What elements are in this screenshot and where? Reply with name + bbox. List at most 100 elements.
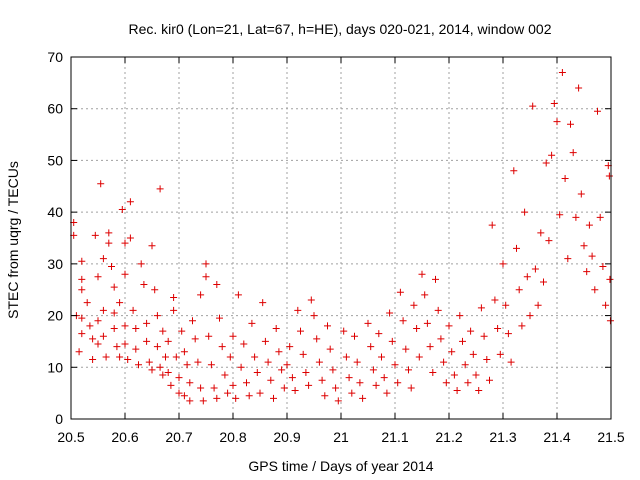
data-point	[126, 234, 134, 242]
data-point	[569, 149, 577, 157]
data-point	[172, 353, 180, 361]
y-tick-label: 20	[47, 308, 63, 324]
data-point	[459, 337, 466, 345]
data-point	[105, 239, 113, 247]
data-point	[418, 270, 426, 278]
data-point	[245, 392, 253, 400]
data-point	[143, 319, 151, 327]
data-point	[421, 291, 429, 299]
data-point	[253, 368, 261, 376]
data-point	[585, 221, 593, 229]
data-point	[186, 397, 194, 405]
data-point	[145, 358, 153, 366]
data-point	[461, 361, 469, 369]
data-point	[313, 335, 321, 343]
data-point	[518, 322, 526, 330]
data-point	[191, 335, 199, 343]
data-point	[189, 317, 196, 325]
data-point	[456, 312, 464, 320]
data-point	[415, 353, 423, 361]
data-point	[434, 306, 442, 314]
data-point	[121, 270, 129, 278]
data-point	[229, 381, 237, 389]
data-point	[464, 379, 472, 387]
data-point	[596, 213, 604, 221]
data-point	[105, 229, 113, 237]
x-axis-label: GPS time / Days of year 2014	[248, 458, 433, 474]
grid-lines	[71, 57, 611, 419]
data-point	[202, 260, 210, 268]
data-point	[78, 314, 86, 322]
data-point	[86, 322, 94, 330]
data-point	[280, 384, 288, 392]
data-point	[113, 343, 121, 351]
data-point	[545, 237, 553, 245]
data-point	[140, 281, 148, 289]
data-point	[606, 317, 614, 325]
data-point	[251, 353, 259, 361]
data-point	[210, 384, 218, 392]
data-point	[410, 301, 418, 309]
data-point	[294, 306, 302, 314]
data-point	[429, 368, 437, 376]
data-point	[472, 371, 480, 379]
data-point	[499, 260, 507, 268]
data-point	[345, 374, 353, 382]
data-point	[278, 366, 286, 374]
data-point	[423, 319, 431, 327]
data-point	[364, 319, 372, 327]
data-point	[180, 348, 188, 356]
data-point	[356, 379, 364, 387]
data-point	[467, 327, 475, 335]
data-point	[275, 348, 283, 356]
data-point	[243, 379, 250, 387]
data-point	[353, 358, 361, 366]
data-point	[261, 337, 269, 345]
data-point	[583, 268, 591, 276]
data-point	[326, 345, 334, 353]
data-point	[78, 286, 86, 294]
data-point	[199, 397, 207, 405]
data-point	[99, 332, 107, 340]
data-point	[94, 317, 102, 325]
data-point	[348, 389, 356, 397]
data-point	[521, 208, 529, 216]
data-point	[202, 273, 210, 281]
data-point	[561, 175, 569, 183]
data-point	[148, 242, 156, 250]
data-point	[132, 345, 140, 353]
data-point	[205, 332, 213, 340]
data-point	[504, 330, 512, 338]
data-point	[162, 353, 169, 361]
data-point	[110, 325, 118, 332]
x-tick-label: 21.3	[489, 429, 516, 445]
data-point	[477, 304, 485, 312]
data-point	[440, 358, 448, 366]
data-point	[237, 363, 245, 371]
data-point	[515, 286, 523, 294]
data-point	[121, 322, 129, 330]
data-point	[118, 206, 126, 214]
data-point	[507, 358, 515, 366]
data-point	[340, 327, 348, 335]
data-point	[432, 275, 439, 283]
data-point	[324, 322, 331, 330]
data-point	[183, 361, 191, 369]
y-tick-label: 70	[47, 49, 63, 65]
data-point	[531, 265, 539, 273]
data-point	[153, 343, 161, 351]
data-point	[94, 340, 102, 348]
data-point	[259, 299, 267, 307]
data-point	[99, 306, 107, 314]
data-point	[286, 343, 294, 351]
data-point	[307, 296, 315, 304]
data-point	[124, 356, 132, 364]
data-point	[299, 350, 307, 358]
data-point	[224, 389, 232, 397]
data-point	[83, 299, 91, 307]
data-point	[164, 368, 172, 376]
data-point	[402, 345, 410, 353]
y-tick-label: 0	[55, 411, 63, 427]
data-point	[564, 255, 572, 263]
